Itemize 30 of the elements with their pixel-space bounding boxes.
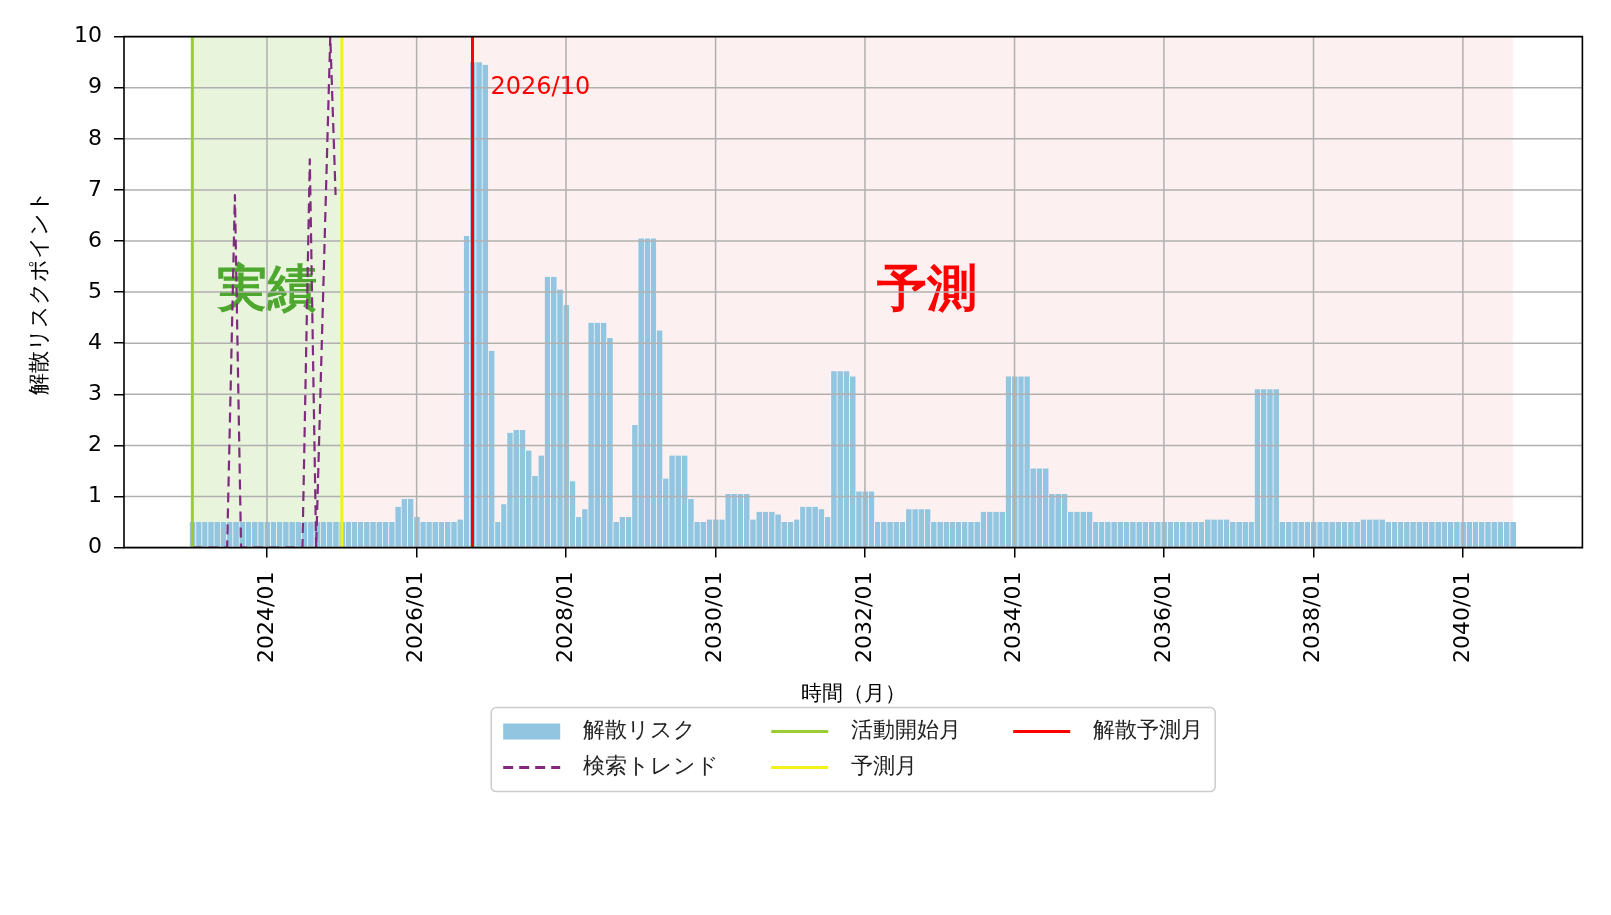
y-tick-label: 7 bbox=[88, 175, 102, 201]
y-tick-label: 8 bbox=[88, 124, 102, 150]
legend-label: 検索トレンド bbox=[583, 753, 720, 779]
y-tick-label: 1 bbox=[88, 482, 102, 508]
y-tick-label: 0 bbox=[88, 533, 102, 559]
x-tick-label: 2038/01 bbox=[1299, 571, 1325, 664]
y-tick-label: 5 bbox=[88, 277, 102, 303]
legend-label: 活動開始月 bbox=[851, 717, 962, 743]
x-tick-label: 2024/01 bbox=[252, 571, 278, 664]
x-tick-label: 2032/01 bbox=[850, 571, 876, 664]
x-tick-label: 2034/01 bbox=[1000, 571, 1026, 664]
y-tick-label: 2 bbox=[88, 431, 102, 457]
legend-label: 解散予測月 bbox=[1093, 717, 1204, 743]
x-axis-title: 時間（月） bbox=[800, 681, 906, 706]
legend-label: 解散リスク bbox=[583, 717, 697, 743]
x-tick-label: 2030/01 bbox=[701, 571, 727, 664]
y-tick-label: 9 bbox=[88, 73, 102, 99]
legend-label: 予測月 bbox=[851, 753, 918, 779]
annotation: 2026/10 bbox=[490, 71, 591, 100]
y-tick-label: 4 bbox=[88, 328, 102, 354]
x-tick-label: 2040/01 bbox=[1448, 571, 1474, 664]
band-label: 予測 bbox=[876, 259, 978, 318]
y-tick-label: 3 bbox=[88, 380, 102, 406]
y-axis-title: 解散リスクポイント bbox=[25, 189, 51, 395]
y-tick-label: 6 bbox=[88, 226, 102, 252]
x-tick-label: 2028/01 bbox=[551, 571, 577, 664]
x-tick-label: 2026/01 bbox=[402, 571, 428, 664]
y-tick-label: 10 bbox=[74, 22, 102, 48]
x-tick-label: 2036/01 bbox=[1149, 571, 1175, 664]
band-label: 実績 bbox=[216, 259, 318, 318]
